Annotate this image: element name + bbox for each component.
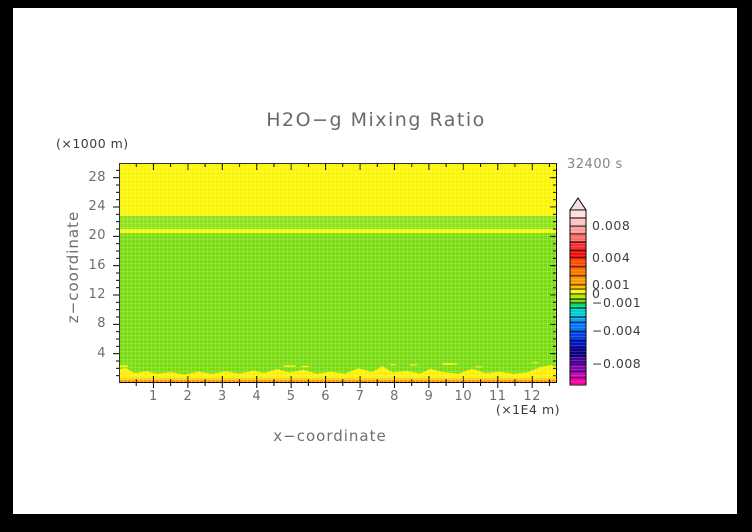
x-tick-label: 7 bbox=[355, 389, 365, 404]
colorbar-segment-14 bbox=[570, 308, 586, 317]
heatmap-field bbox=[113, 163, 557, 388]
colorbar-overflow-arrow bbox=[569, 197, 587, 211]
x-tick-label: 12 bbox=[523, 389, 541, 404]
colorbar-segment-8 bbox=[570, 276, 586, 285]
colorbar-segment-7 bbox=[570, 267, 586, 276]
colorbar-segment-0 bbox=[570, 210, 586, 218]
colorbar-segment-13 bbox=[570, 303, 586, 308]
x-tick-label: 6 bbox=[321, 389, 330, 404]
colorbar-label: 0 bbox=[592, 286, 601, 301]
yellow-blob bbox=[117, 365, 129, 368]
x-tick-label: 2 bbox=[183, 389, 193, 404]
y-tick-label: 8 bbox=[97, 316, 106, 332]
surface-amber-stripe bbox=[119, 378, 557, 380]
surface-orange-stripe bbox=[119, 379, 557, 382]
upper-yellow-layer bbox=[119, 163, 557, 216]
chart-title: H2O−g Mixing Ratio bbox=[266, 109, 486, 131]
y-tick-label: 12 bbox=[88, 287, 106, 302]
colorbar-label: −0.008 bbox=[592, 356, 642, 371]
colorbar-segment-23 bbox=[570, 378, 586, 385]
colorbar-segment-17 bbox=[570, 331, 586, 340]
colorbar-segment-3 bbox=[570, 234, 586, 242]
colorbar-segment-6 bbox=[570, 258, 586, 267]
colorbar-label: −0.001 bbox=[592, 295, 642, 310]
yellow-blob bbox=[408, 364, 418, 366]
colorbar-segment-16 bbox=[570, 322, 586, 331]
main-green-body bbox=[119, 233, 557, 379]
colorbar-segment-12 bbox=[570, 299, 586, 303]
surface-yellow-layer bbox=[119, 365, 557, 379]
yellow-blob bbox=[474, 366, 483, 368]
colorbar-segment-4 bbox=[570, 242, 586, 250]
colorbar-label: 0.001 bbox=[592, 277, 631, 292]
colorbar-segment-18 bbox=[570, 340, 586, 348]
colorbar-segment-2 bbox=[570, 226, 586, 234]
colorbar-segment-5 bbox=[570, 250, 586, 258]
plot-area bbox=[113, 163, 557, 388]
colorbar-segment-11 bbox=[570, 294, 586, 299]
yellow-blob bbox=[441, 362, 458, 365]
colorbar bbox=[569, 197, 587, 386]
plot-frame bbox=[119, 163, 557, 383]
colorbar-label: 0.008 bbox=[592, 218, 631, 233]
y-tick-label: 4 bbox=[97, 345, 106, 361]
y-axis-unit-label: (×1000 m) bbox=[56, 136, 129, 151]
upper-transition-green bbox=[119, 215, 557, 230]
colorbar-segment-9 bbox=[570, 285, 586, 289]
y-tick-label: 28 bbox=[88, 169, 106, 185]
x-tick-label: 5 bbox=[286, 389, 296, 404]
colorbar-segment-19 bbox=[570, 348, 586, 356]
colorbar-label: 0.004 bbox=[592, 250, 631, 265]
colorbar-label: −0.004 bbox=[592, 323, 642, 338]
x-tick-label: 4 bbox=[252, 389, 262, 404]
colorbar-segment-20 bbox=[570, 356, 586, 364]
tick-marks bbox=[113, 163, 557, 388]
yellow-blob bbox=[300, 365, 310, 368]
x-tick-label: 8 bbox=[390, 389, 399, 404]
x-tick-label: 9 bbox=[424, 389, 434, 404]
x-tick-label: 3 bbox=[217, 389, 227, 404]
x-axis-title: x−coordinate bbox=[273, 427, 387, 445]
colorbar-segment-1 bbox=[570, 218, 586, 226]
colorbar-outline bbox=[569, 209, 587, 386]
x-tick-label: 10 bbox=[454, 389, 473, 404]
time-stamp-label: 32400 s bbox=[567, 157, 623, 172]
x-tick-label: 1 bbox=[149, 389, 158, 404]
colorbar-segment-10 bbox=[570, 289, 586, 294]
colorbar-segment-22 bbox=[570, 372, 586, 378]
thin-yellow-layer bbox=[119, 229, 557, 234]
colorbar-segment-21 bbox=[570, 364, 586, 372]
y-tick-label: 20 bbox=[88, 228, 106, 244]
y-tick-label: 24 bbox=[88, 199, 106, 214]
yellow-blob bbox=[282, 365, 297, 368]
yellow-blob bbox=[389, 364, 397, 366]
x-tick-label: 11 bbox=[488, 389, 507, 404]
yellow-blob bbox=[532, 362, 540, 364]
x-axis-unit-label: (×1E4 m) bbox=[495, 402, 560, 417]
colorbar-segment-15 bbox=[570, 317, 586, 322]
y-tick-label: 16 bbox=[88, 257, 106, 273]
